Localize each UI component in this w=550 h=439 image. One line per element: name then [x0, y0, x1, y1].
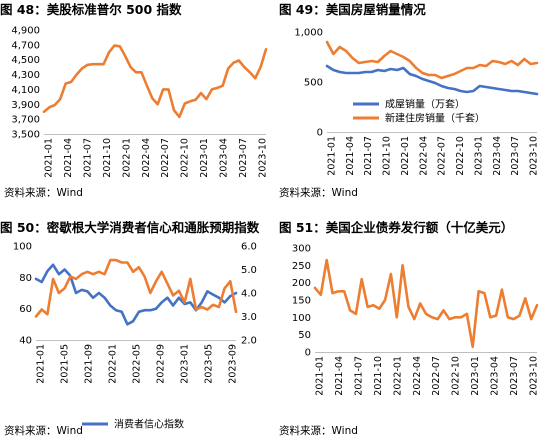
- y-tick-label: 500: [304, 78, 323, 89]
- home-sales-chart: 0 500 1,000 2021-01 2021-04 2021-07 2021-10 202…: [294, 28, 540, 176]
- x-tick-label: 2021-04: [345, 136, 356, 176]
- x-tick-label: 2021-04: [334, 356, 345, 396]
- x-tick-label: 2021-01: [36, 344, 47, 384]
- x-tick-label: 2023-10: [529, 136, 540, 176]
- y-tick-label: 300: [292, 244, 311, 255]
- x-tick-label: 2023-01: [470, 356, 481, 396]
- x-tick-label: 2022-07: [431, 356, 442, 396]
- y-tick-label: 3,500: [11, 130, 40, 141]
- legend-label: 新建住房销量（千套）: [385, 112, 485, 125]
- x-tick-label: 2022-10: [180, 138, 191, 178]
- y-tick-label: 4,500: [11, 55, 40, 66]
- series-line-1: [42, 44, 268, 119]
- x-tick-label: 2022-04: [412, 356, 423, 396]
- series-line-1: [34, 263, 238, 326]
- y-tick-label: 4,100: [11, 85, 40, 96]
- x-tick-label: 2023-01: [199, 138, 210, 178]
- x-tick-label: 2023-04: [490, 356, 501, 396]
- x-tick-label: 2022-01: [400, 136, 411, 176]
- x-tick-label: 2021-07: [82, 138, 93, 178]
- y2-tick-label: 2.0: [241, 336, 257, 347]
- x-tick-label: 2023-04: [492, 136, 503, 176]
- y-tick-label: 3,700: [11, 115, 40, 126]
- y2-tick-label: 4.0: [241, 289, 257, 300]
- x-tick-label: 2022-04: [418, 136, 429, 176]
- x-tick-label: 2021-10: [102, 138, 113, 178]
- corp-bond-chart: 0 50 100 150 200 250 300 2021-01 2021-04 2021-07 2…: [292, 244, 540, 396]
- x-tick-label: 2022-01: [121, 138, 132, 178]
- chart-source: 资料来源：Wind: [4, 187, 83, 199]
- series-line-2: [325, 40, 539, 80]
- michigan-sentiment-chart: 40 60 80 100 2.0 3.0 4.0 5.0 6.0 2021-01 2021-05 20…: [13, 242, 257, 431]
- y-tick-label: 80: [19, 273, 32, 284]
- x-tick-label: 2022-05: [132, 344, 143, 384]
- x-tick-label: 2021-01: [327, 136, 338, 176]
- x-tick-label: 2022-04: [141, 138, 152, 178]
- x-tick-label: 2023-10: [258, 138, 269, 178]
- x-tick-label: 2023-01: [473, 136, 484, 176]
- x-tick-label: 2022-10: [455, 136, 466, 176]
- y-tick-label: 200: [292, 278, 311, 289]
- chart-title: 图 49：美国房屋销量情况: [279, 2, 426, 17]
- legend-label: 成屋销量（万套）: [385, 98, 465, 111]
- x-tick-label: 2021-04: [63, 138, 74, 178]
- x-tick-label: 2022-01: [392, 356, 403, 396]
- y-tick-label: 100: [292, 313, 311, 324]
- x-tick-label: 2023-07: [510, 136, 521, 176]
- x-tick-label: 2022-01: [108, 344, 119, 384]
- y2-tick-label: 5.0: [241, 265, 257, 276]
- x-tick-label: 2023-07: [238, 138, 249, 178]
- x-tick-label: 2021-07: [353, 356, 364, 396]
- x-tick-label: 2022-10: [451, 356, 462, 396]
- y-tick-label: 3,900: [11, 100, 40, 111]
- x-tick-label: 2021-10: [382, 136, 393, 176]
- x-tick-label: 2022-07: [437, 136, 448, 176]
- y-tick-label: 40: [19, 336, 32, 347]
- series-line-1: [325, 64, 539, 96]
- y-tick-label: 100: [13, 242, 32, 253]
- sp500-chart: 3,500 3,700 3,900 4,100 4,300 4,500 4,700 4,900…: [11, 26, 269, 178]
- x-tick-label: 2021-01: [44, 138, 55, 178]
- x-tick-label: 2023-07: [509, 356, 520, 396]
- x-tick-label: 2021-09: [84, 344, 95, 384]
- y-tick-label: 4,300: [11, 70, 40, 81]
- x-tick-label: 2021-05: [60, 344, 71, 384]
- y2-tick-label: 3.0: [241, 312, 257, 323]
- x-tick-label: 2022-09: [156, 344, 167, 384]
- series-line-1: [313, 258, 539, 349]
- chart-panel-home-sales: 图 49：美国房屋销量情况 0 500 1,000 2021-01 2021-04 202…: [275, 0, 550, 199]
- series-line-2: [34, 258, 238, 318]
- chart-title: 图 51：美国企业债券发行额（十亿美元）: [279, 220, 514, 235]
- chart-source: 资料来源：Wind: [279, 425, 358, 437]
- y-tick-label: 60: [19, 304, 32, 315]
- chart-panel-sp500: 图 48：美股标准普尔 500 指数 3,500 3,700 3,900 4,100 4…: [0, 0, 275, 199]
- x-tick-label: 2021-07: [363, 136, 374, 176]
- x-tick-label: 2023-01: [180, 344, 191, 384]
- x-tick-label: 2022-07: [160, 138, 171, 178]
- x-tick-label: 2023-04: [219, 138, 230, 178]
- chart-source: 资料来源：Wind: [279, 187, 358, 199]
- chart-title: 图 48：美股标准普尔 500 指数: [0, 2, 182, 17]
- y-tick-label: 4,700: [11, 40, 40, 51]
- y-tick-label: 4,900: [11, 26, 40, 37]
- y-tick-label: 1,000: [294, 28, 323, 39]
- chart-title: 图 50：密歇根大学消费者信心和通胀预期指数: [0, 220, 260, 235]
- y-tick-label: 150: [292, 296, 311, 307]
- x-tick-label: 2023-05: [204, 344, 215, 384]
- y-tick-label: 50: [298, 330, 311, 341]
- y-tick-label: 250: [292, 261, 311, 272]
- x-tick-label: 2023-10: [529, 356, 540, 396]
- chart-panel-michigan-sentiment: 图 50：密歇根大学消费者信心和通胀预期指数 40 60 80 100 2.0 3.0 4.…: [0, 218, 275, 439]
- chart-source: 资料来源：Wind: [4, 425, 83, 437]
- legend-label: 消费者信心指数: [114, 418, 184, 431]
- x-tick-label: 2021-01: [315, 356, 326, 396]
- y-tick-label: 0: [305, 348, 311, 359]
- chart-panel-corp-bonds: 图 51：美国企业债券发行额（十亿美元） 0 50 100 150 200 250 300 2…: [275, 218, 550, 439]
- y-tick-label: 0: [317, 128, 323, 139]
- y2-tick-label: 6.0: [241, 242, 257, 253]
- x-tick-label: 2021-10: [373, 356, 384, 396]
- x-tick-label: 2023-09: [228, 344, 239, 384]
